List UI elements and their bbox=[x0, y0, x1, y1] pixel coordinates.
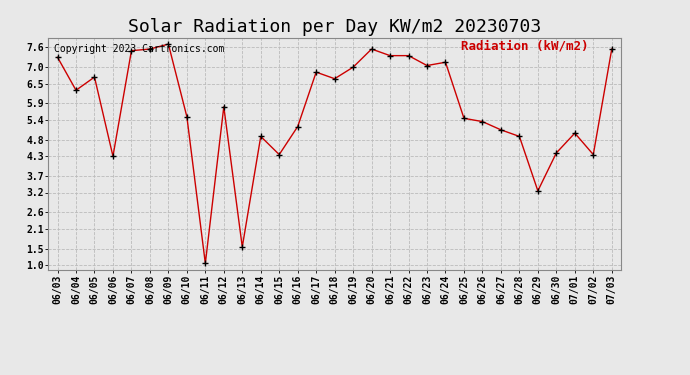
Title: Solar Radiation per Day KW/m2 20230703: Solar Radiation per Day KW/m2 20230703 bbox=[128, 18, 541, 36]
Text: Copyright 2023 Cartronics.com: Copyright 2023 Cartronics.com bbox=[54, 45, 224, 54]
Text: Radiation (kW/m2): Radiation (kW/m2) bbox=[461, 40, 588, 53]
